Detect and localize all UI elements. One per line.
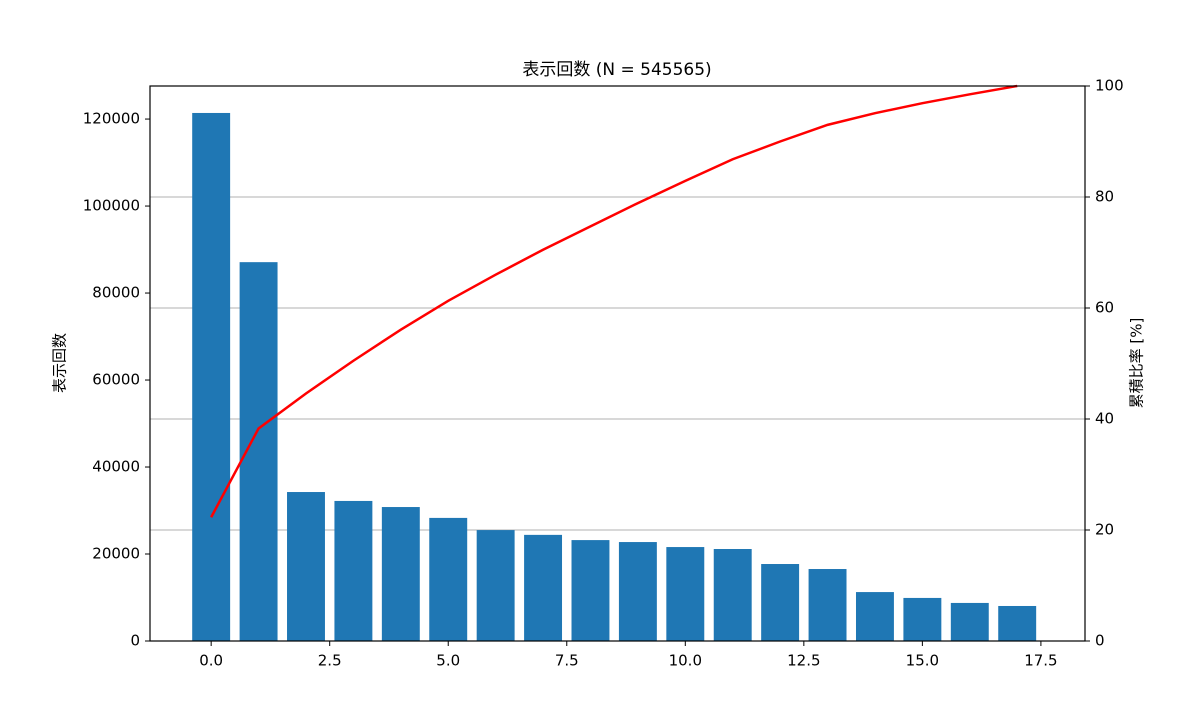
x-tick-label: 10.0	[669, 652, 702, 670]
bar	[903, 597, 942, 641]
bar	[618, 542, 657, 641]
bar	[855, 592, 894, 641]
plot-frame	[149, 85, 1086, 642]
y-tick-label: 20000	[92, 545, 140, 563]
chart-title: 表示回数 (N = 545565)	[522, 60, 711, 80]
y-tick-label: 40000	[92, 458, 140, 476]
bar	[713, 549, 752, 641]
bar	[287, 492, 325, 641]
bar	[950, 602, 989, 641]
bar	[192, 112, 231, 641]
y-axis-label: 表示回数	[51, 333, 69, 393]
bar	[334, 500, 373, 641]
bar	[571, 540, 610, 641]
y2-tick-label: 100	[1095, 77, 1124, 95]
y2-tick-label: 80	[1095, 188, 1114, 206]
cumulative-line	[210, 84, 1018, 518]
x-tick-label: 17.5	[1024, 652, 1057, 670]
y-tick-label: 80000	[92, 284, 140, 302]
bar	[666, 547, 705, 641]
y2-tick-label: 0	[1095, 632, 1105, 650]
y-tick-label: 60000	[92, 371, 140, 389]
bar	[476, 530, 515, 641]
y-tick-label: 0	[130, 632, 140, 650]
bar	[808, 569, 847, 641]
x-tick-label: 0.0	[199, 652, 223, 670]
y-tick-label: 100000	[83, 197, 140, 215]
y2-tick-label: 40	[1095, 410, 1114, 428]
bar	[761, 564, 800, 641]
bar	[429, 517, 468, 641]
y-tick-label: 120000	[83, 110, 140, 128]
x-tick-label: 5.0	[436, 652, 460, 670]
y2-axis-label: 累積比率 [%]	[1128, 318, 1146, 409]
x-tick-label: 12.5	[787, 652, 820, 670]
y2-tick-label: 20	[1095, 521, 1114, 539]
bar	[998, 605, 1037, 641]
bar	[381, 507, 420, 641]
y2-tick-label: 60	[1095, 299, 1114, 317]
x-tick-label: 15.0	[906, 652, 939, 670]
x-tick-label: 7.5	[555, 652, 579, 670]
x-tick-label: 2.5	[318, 652, 342, 670]
bar	[524, 534, 563, 641]
